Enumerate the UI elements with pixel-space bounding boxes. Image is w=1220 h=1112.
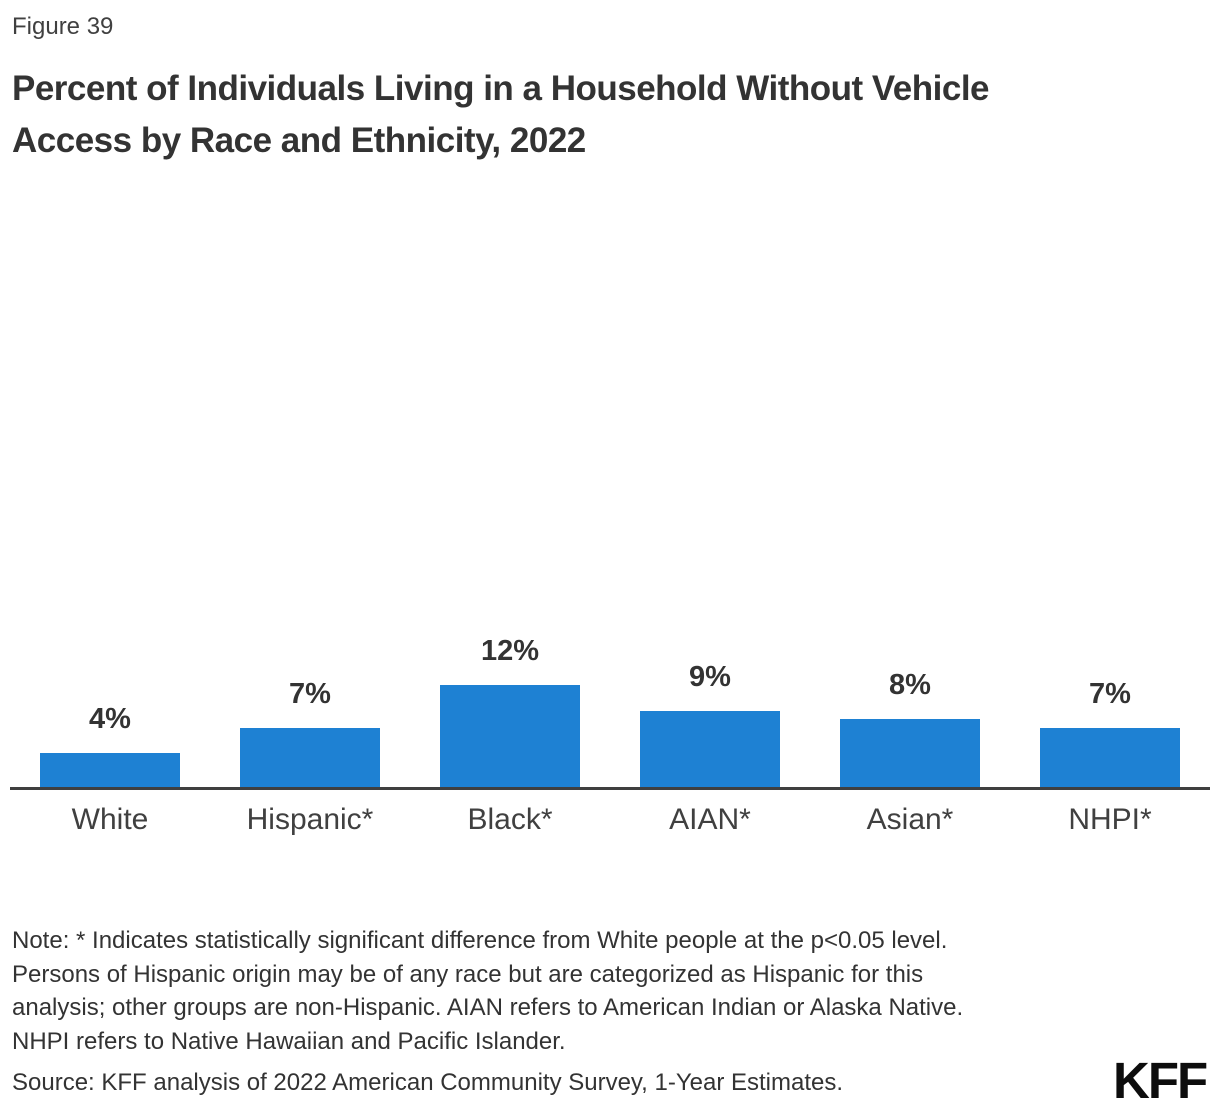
chart-title-line-1: Percent of Individuals Living in a House… xyxy=(12,69,990,108)
bar xyxy=(640,710,780,787)
bar-value-label: 9% xyxy=(689,660,731,693)
category-label: White xyxy=(71,803,149,836)
bar-column: 8% xyxy=(810,597,1010,787)
note-line-1: Note: * Indicates statistically signific… xyxy=(12,927,948,954)
category-label: NHPI* xyxy=(1068,803,1152,836)
note-line-4: NHPI refers to Native Hawaiian and Pacif… xyxy=(12,1027,566,1055)
source-text: Source: KFF analysis of 2022 American Co… xyxy=(12,1069,844,1096)
bar-column: 9% xyxy=(610,597,810,787)
x-axis-line xyxy=(10,787,1210,790)
bar-value-label: 12% xyxy=(480,635,540,667)
bar-value-label: 4% xyxy=(89,703,131,735)
figure-number-label: Figure 39 xyxy=(12,13,114,40)
category-label: AIAN* xyxy=(669,803,751,836)
note-text: Note: * Indicates statistically signific… xyxy=(12,924,963,1058)
bar-value-label: 8% xyxy=(889,669,931,701)
bar-column: 7% xyxy=(210,597,410,787)
bar xyxy=(840,719,980,787)
chart-title-line-2: Access by Race and Ethnicity, 2022 xyxy=(12,121,586,160)
note-line-2: Persons of Hispanic origin may be of any… xyxy=(12,960,924,988)
bar-column: 7% xyxy=(1010,597,1210,787)
chart-title: Percent of Individuals Living in a House… xyxy=(12,63,990,167)
bar xyxy=(240,727,380,787)
bar-column: 12% xyxy=(410,597,610,787)
bar xyxy=(40,753,180,787)
bar xyxy=(440,685,580,787)
note-line-3: analysis; other groups are non-Hispanic.… xyxy=(12,994,964,1021)
category-label: Asian* xyxy=(866,803,954,836)
bar-column: 4% xyxy=(10,597,210,787)
plot-area: 4% 7% 12% 9% 8% 7% xyxy=(10,597,1210,787)
bar xyxy=(1040,727,1180,787)
bar-value-label: 7% xyxy=(289,677,331,710)
category-label: Hispanic* xyxy=(246,803,374,836)
category-label: Black* xyxy=(467,803,553,836)
category-labels-row: White Hispanic* Black* AIAN* Asian* NHPI* xyxy=(10,802,1210,838)
bar-value-label: 7% xyxy=(1089,677,1131,710)
kff-logo: KFF xyxy=(1113,1052,1208,1109)
